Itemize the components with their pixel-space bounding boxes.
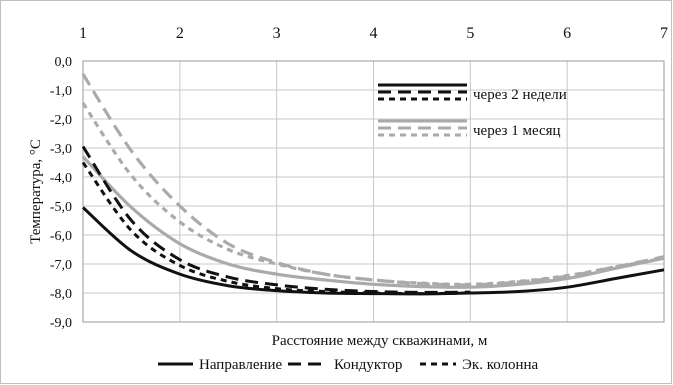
x-tick-label: 4 [370,25,378,42]
y-tick-label: 0,0 [55,55,73,70]
y-tick-label: -6,0 [50,229,72,244]
y-tick-label: -9,0 [50,316,72,331]
x-tick-label: 2 [176,25,184,42]
y-tick-label: -3,0 [50,142,72,157]
x-tick-label: 3 [273,25,281,42]
y-tick-label: -7,0 [50,258,72,273]
x-axis-title: Расстояние между скважинами, м [272,333,488,349]
legend-label: Направление [199,357,283,373]
series-line-month-направление [81,155,665,289]
x-tick-label: 7 [660,25,668,42]
legend-label: Эк. колонна [462,357,539,373]
inset-legend-label: через 2 недели [473,87,567,103]
y-tick-label: -2,0 [50,113,72,128]
series-line-two-weeks-направление [81,206,665,296]
legend-label: Кондуктор [334,357,402,373]
y-axis-title: Температура, °С [28,139,44,244]
series-line-two-weeks-кондуктор [81,145,471,294]
y-tick-label: -8,0 [50,287,72,302]
x-tick-label: 6 [563,25,571,42]
y-tick-label: -4,0 [50,171,72,186]
plot-area [82,60,665,323]
y-tick-label: -5,0 [50,200,72,215]
x-tick-label: 1 [79,25,87,42]
series-line-month-эк-колонна [81,102,665,286]
y-tick-label: -1,0 [50,84,72,99]
x-tick-label: 5 [466,25,474,42]
inset-legend-label: через 1 месяц [473,123,561,139]
series-line-two-weeks-эк-колонна [81,161,471,296]
